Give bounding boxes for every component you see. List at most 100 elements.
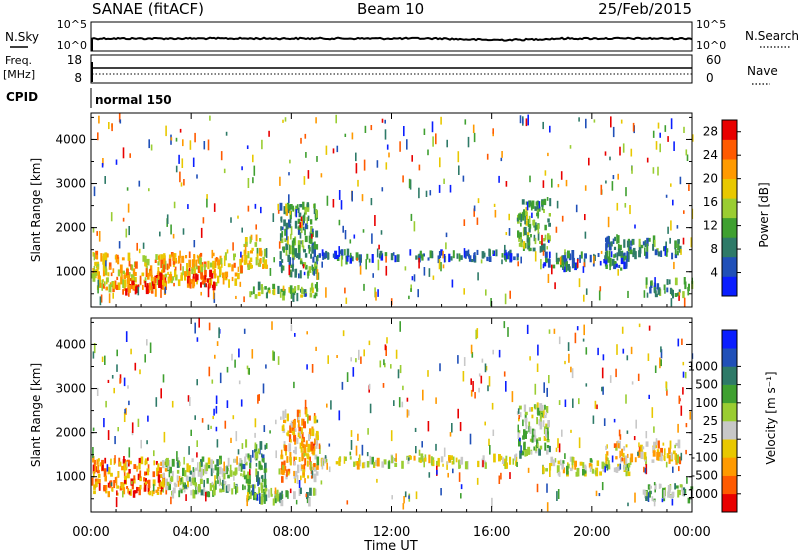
echo-mark: [413, 221, 416, 232]
echo-mark: [282, 119, 284, 123]
x-tick-label: 08:00: [273, 525, 310, 540]
echo-mark: [490, 298, 492, 307]
echo-mark: [177, 260, 180, 264]
echo-mark: [527, 237, 531, 246]
echo-mark: [200, 468, 203, 477]
echo-mark: [660, 346, 662, 353]
echo-mark: [290, 293, 293, 299]
echo-mark: [167, 265, 170, 269]
echo-mark: [280, 226, 282, 231]
echo-mark: [182, 483, 185, 488]
echo-mark: [541, 234, 543, 246]
echo-mark: [233, 458, 236, 463]
echo-mark: [314, 292, 318, 297]
echo-mark: [537, 211, 539, 219]
echo-mark: [307, 270, 309, 279]
echo-mark: [463, 219, 466, 226]
echo-mark: [165, 486, 168, 495]
echo-mark: [232, 471, 236, 476]
echo-mark: [516, 461, 518, 467]
echo-mark: [279, 202, 283, 211]
echo-mark: [242, 484, 244, 491]
echo-mark: [141, 272, 145, 277]
echo-mark: [296, 437, 299, 445]
echo-mark: [239, 281, 242, 287]
echo-mark: [543, 243, 546, 252]
echo-mark: [338, 246, 340, 257]
echo-mark: [285, 447, 287, 456]
echo-mark: [666, 453, 670, 459]
echo-mark: [360, 356, 362, 364]
echo-mark: [359, 257, 362, 267]
echo-mark: [680, 452, 683, 461]
echo-mark: [637, 451, 639, 456]
echo-mark: [292, 265, 294, 272]
echo-mark: [162, 489, 164, 493]
echo-mark: [198, 317, 200, 328]
echo-mark: [172, 260, 176, 265]
echo-mark: [123, 456, 125, 464]
echo-mark: [643, 290, 646, 298]
echo-mark: [264, 487, 268, 492]
echo-mark: [297, 432, 300, 437]
echo-mark: [458, 253, 461, 262]
echo-mark: [311, 231, 314, 237]
echo-mark: [658, 287, 661, 291]
echo-mark: [186, 463, 189, 473]
echo-mark: [281, 476, 284, 483]
echo-mark: [578, 398, 580, 405]
echo-mark: [436, 469, 438, 475]
echo-mark: [286, 456, 289, 463]
echo-mark: [301, 240, 304, 248]
echo-mark: [287, 468, 291, 474]
echo-mark: [182, 467, 185, 476]
echo-mark: [289, 423, 293, 428]
echo-mark: [212, 468, 215, 474]
echo-mark: [205, 462, 209, 472]
echo-mark: [521, 450, 525, 456]
nsearch-tick-top: 10^5: [696, 18, 726, 31]
echo-mark: [578, 437, 581, 449]
echo-mark: [298, 420, 300, 427]
echo-mark: [287, 254, 290, 262]
echo-mark: [370, 125, 373, 131]
echo-mark: [293, 470, 295, 477]
echo-mark: [451, 279, 454, 288]
echo-mark: [349, 255, 352, 264]
echo-mark: [620, 251, 623, 256]
x-tick-label: 20:00: [573, 525, 610, 540]
echo-mark: [604, 258, 608, 265]
echo-mark: [522, 435, 525, 440]
echo-mark: [546, 387, 548, 397]
echo-mark: [427, 370, 429, 377]
echo-mark: [164, 273, 167, 278]
colorbar-segment: [722, 439, 737, 458]
echo-mark: [152, 484, 155, 492]
echo-mark: [194, 132, 196, 143]
echo-mark: [168, 484, 171, 490]
echo-mark: [156, 491, 160, 495]
echo-mark: [292, 419, 296, 428]
echo-mark: [227, 457, 230, 467]
echo-mark: [232, 242, 234, 251]
echo-mark: [543, 382, 545, 393]
echo-mark: [660, 349, 663, 359]
echo-mark: [509, 253, 513, 262]
echo-mark: [380, 253, 384, 261]
echo-mark: [189, 397, 191, 406]
echo-mark: [534, 237, 537, 245]
echo-mark: [279, 261, 283, 267]
echo-mark: [588, 463, 592, 468]
echo-mark: [280, 216, 283, 223]
echo-mark: [310, 253, 312, 259]
echo-mark: [189, 140, 192, 150]
echo-mark: [602, 462, 605, 468]
echo-mark: [289, 452, 292, 461]
echo-mark: [569, 145, 572, 149]
echo-mark: [583, 324, 585, 336]
echo-mark: [108, 266, 111, 270]
echo-mark: [258, 247, 262, 256]
echo-mark: [598, 290, 601, 301]
echo-mark: [513, 256, 516, 261]
echo-mark: [544, 251, 548, 258]
